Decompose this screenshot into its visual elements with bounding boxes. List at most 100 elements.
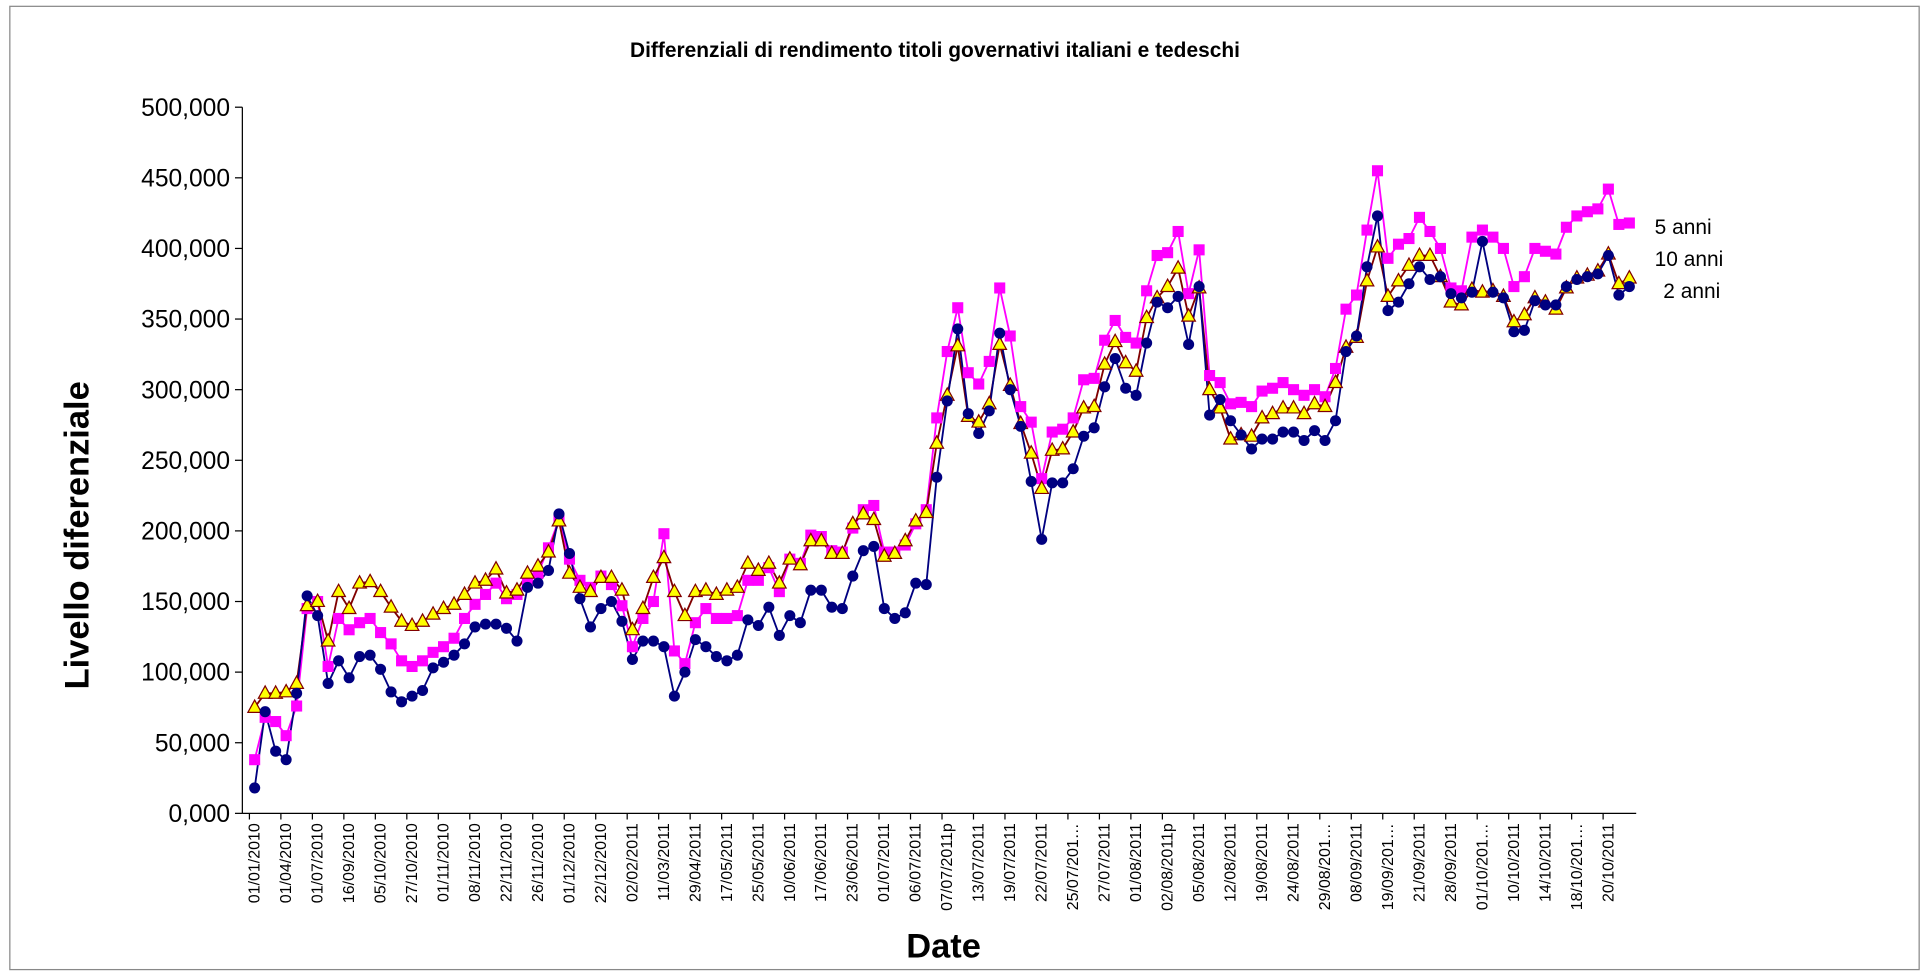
data-point — [1518, 324, 1530, 336]
data-point — [1497, 242, 1509, 254]
data-point — [658, 528, 670, 540]
data-point — [532, 567, 544, 579]
x-tick-label: 27/10/2010 — [404, 823, 421, 903]
data-point — [291, 700, 303, 712]
x-tick-label: 14/10/2011 — [1537, 823, 1554, 902]
data-point — [458, 638, 471, 650]
data-point — [834, 544, 851, 560]
data-point — [1571, 210, 1583, 222]
data-point — [1413, 261, 1426, 273]
data-point — [521, 574, 534, 586]
data-point — [1214, 394, 1226, 406]
data-point — [962, 408, 974, 420]
x-tick-label: 19/09/201… — [1380, 823, 1397, 910]
data-point — [1306, 395, 1323, 410]
x-tick-label: 28/09/2011 — [1443, 823, 1460, 902]
data-point — [354, 651, 366, 663]
data-point — [763, 601, 775, 613]
data-point — [291, 687, 303, 699]
data-point — [593, 568, 609, 584]
data-point — [404, 616, 420, 632]
data-point — [417, 655, 429, 667]
data-point — [540, 543, 557, 558]
data-point — [1317, 397, 1333, 413]
x-tick-label: 08/11/2010 — [467, 823, 484, 902]
x-tick-label: 22/07/2011 — [1034, 823, 1051, 902]
data-point — [1329, 362, 1342, 375]
data-point — [364, 649, 376, 661]
data-point — [1256, 433, 1268, 445]
data-point — [1067, 463, 1079, 475]
data-point — [1390, 272, 1407, 287]
data-point — [509, 581, 525, 596]
data-point — [700, 641, 712, 653]
data-point — [1487, 286, 1499, 298]
data-point — [1117, 354, 1134, 369]
data-point — [857, 545, 869, 557]
data-point — [469, 621, 481, 633]
data-point — [322, 660, 334, 673]
data-point — [1285, 399, 1302, 414]
data-point — [1183, 338, 1195, 351]
data-point — [679, 666, 691, 678]
y-tick-label: 400,000 — [141, 236, 230, 263]
data-point — [417, 684, 429, 697]
data-point — [1539, 299, 1551, 311]
data-point — [889, 612, 901, 624]
data-point — [351, 574, 368, 589]
data-point — [1046, 477, 1058, 489]
y-tick-label: 450,000 — [141, 165, 230, 192]
x-tick-label: 01/10/201… — [1474, 823, 1491, 910]
data-point — [1613, 289, 1625, 301]
data-point — [270, 745, 282, 757]
x-tick-label: 01/01/2010 — [247, 823, 264, 903]
data-point — [383, 598, 399, 613]
data-point — [479, 588, 492, 600]
data-point — [1411, 246, 1428, 262]
data-point — [1183, 288, 1195, 300]
data-point — [1296, 405, 1312, 420]
x-tick-label: 18/10/201… — [1569, 823, 1586, 910]
data-point — [582, 582, 599, 598]
x-tick-label: 01/07/2010 — [310, 823, 327, 903]
data-point — [1466, 231, 1478, 243]
data-point — [301, 590, 313, 602]
data-point — [1275, 399, 1291, 414]
data-point — [679, 658, 691, 670]
data-point — [1369, 238, 1386, 253]
data-point — [1004, 330, 1016, 342]
data-point — [1096, 355, 1113, 370]
data-point — [1172, 225, 1184, 238]
data-point — [677, 606, 693, 622]
data-point — [406, 660, 418, 673]
data-point — [1225, 415, 1237, 427]
data-point — [1309, 384, 1321, 396]
x-tick-label: 19/07/2011 — [1002, 823, 1019, 902]
data-point — [1204, 370, 1216, 382]
data-point — [490, 577, 502, 589]
data-point — [561, 564, 578, 579]
data-point — [1361, 224, 1373, 236]
x-tick-label: 11/03/2011 — [656, 823, 673, 901]
data-point — [1086, 397, 1102, 413]
chart-title: Differenziali di rendimento titoli gover… — [630, 39, 1240, 62]
data-point — [773, 629, 785, 641]
x-tick-label: 01/08/2011 — [1128, 823, 1145, 902]
data-point — [1422, 246, 1438, 262]
data-point — [500, 622, 513, 634]
data-point — [427, 646, 439, 658]
data-point — [333, 655, 345, 667]
y-axis-label: Livello diferenziale — [59, 381, 97, 689]
data-point — [563, 547, 576, 560]
data-point — [731, 649, 743, 661]
data-point — [645, 568, 662, 584]
data-point — [458, 612, 471, 624]
data-point — [782, 550, 798, 565]
x-tick-label: 13/07/2011 — [971, 823, 988, 902]
data-point — [1413, 211, 1426, 223]
data-point — [1403, 278, 1415, 290]
data-point — [668, 690, 680, 702]
data-point — [1057, 477, 1069, 489]
data-point — [897, 532, 914, 547]
